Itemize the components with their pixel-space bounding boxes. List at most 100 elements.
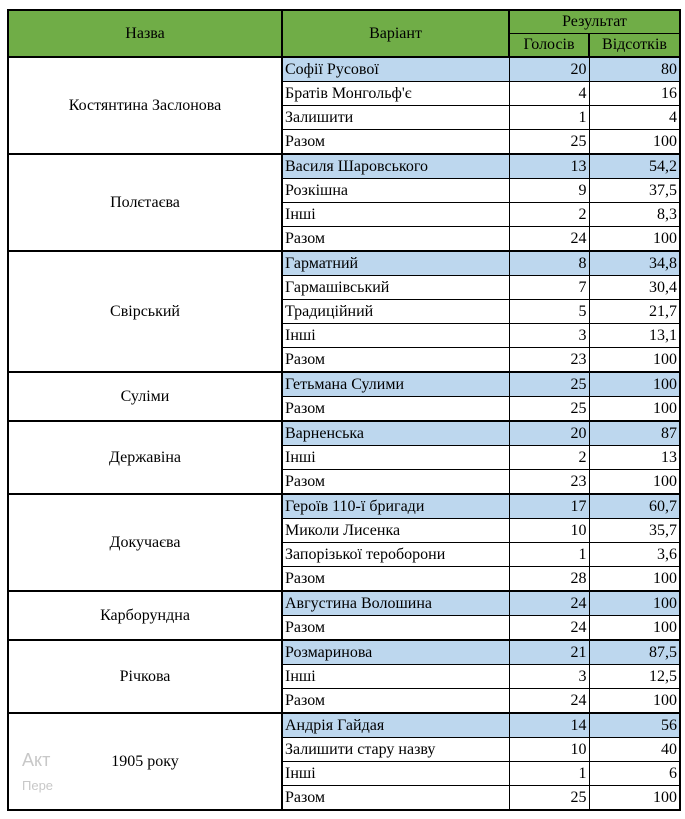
percent-cell: 100 bbox=[588, 688, 681, 714]
variant-cell: Інші bbox=[281, 445, 510, 470]
votes-cell: 28 bbox=[508, 566, 590, 592]
percent-cell: 56 bbox=[588, 712, 681, 738]
votes-cell: 2 bbox=[508, 445, 590, 470]
table-row: Разом 24 100 bbox=[8, 226, 681, 252]
variant-cell: Василя Шаровського bbox=[281, 153, 510, 179]
votes-cell: 1 bbox=[508, 105, 590, 130]
street-name: Карборундна bbox=[7, 590, 283, 641]
variant-cell: Разом bbox=[281, 129, 510, 155]
watermark-line1: Акт bbox=[22, 750, 51, 770]
votes-cell: 20 bbox=[508, 420, 590, 446]
votes-cell: 24 bbox=[508, 688, 590, 714]
table-row: Костянтина Заслонова Софії Русової 20 80 bbox=[7, 56, 681, 155]
variant-cell: Разом bbox=[281, 785, 510, 811]
street-name: Річкова bbox=[7, 639, 283, 714]
variant-cell: Розмаринова bbox=[281, 639, 510, 665]
table-row: Традиційний 5 21,7 bbox=[8, 299, 681, 324]
street-name: Костянтина Заслонова bbox=[7, 56, 283, 155]
percent-cell: 87,5 bbox=[588, 639, 681, 665]
votes-cell: 25 bbox=[508, 371, 590, 397]
variant-cell: Героїв 110-ї бригади bbox=[281, 493, 510, 519]
table-row: Свірський Гарматний 8 34,8 bbox=[7, 250, 681, 373]
votes-cell: 24 bbox=[508, 226, 590, 252]
percent-cell: 100 bbox=[588, 590, 681, 616]
percent-cell: 40 bbox=[588, 737, 681, 762]
variant-cell: Розкішна bbox=[281, 178, 510, 203]
street-name: 1905 року bbox=[7, 712, 283, 811]
variant-cell: Разом bbox=[281, 688, 510, 714]
results-table: Назва Варіант Результат Голосів Відсоткі… bbox=[7, 9, 681, 811]
votes-cell: 1 bbox=[508, 761, 590, 786]
votes-cell: 25 bbox=[508, 129, 590, 155]
variant-cell: Братів Монгольф'є bbox=[281, 81, 510, 106]
watermark-line2: Пере bbox=[22, 778, 54, 793]
header-variant: Варіант bbox=[281, 9, 510, 58]
variant-cell: Традиційний bbox=[281, 299, 510, 324]
votes-cell: 10 bbox=[508, 737, 590, 762]
percent-cell: 21,7 bbox=[588, 299, 681, 324]
votes-cell: 17 bbox=[508, 493, 590, 519]
header-votes: Голосів bbox=[508, 33, 590, 58]
variant-cell: Залишити стару назву bbox=[281, 737, 510, 762]
table-row: Суліми Гетьмана Сулими 25 100 bbox=[7, 371, 681, 422]
table-row: Братів Монгольф'є 4 16 bbox=[8, 81, 681, 106]
variant-cell: Варненська bbox=[281, 420, 510, 446]
votes-cell: 8 bbox=[508, 250, 590, 276]
street-name: Суліми bbox=[7, 371, 283, 422]
percent-cell: 100 bbox=[588, 785, 681, 811]
votes-cell: 20 bbox=[508, 56, 590, 82]
votes-cell: 4 bbox=[508, 81, 590, 106]
street-name: Полєтаєва bbox=[7, 153, 283, 252]
percent-cell: 60,7 bbox=[588, 493, 681, 519]
table-row: Докучаєва Героїв 110-ї бригади 17 60,7 bbox=[7, 493, 681, 592]
votes-cell: 1 bbox=[508, 542, 590, 567]
votes-cell: 3 bbox=[508, 664, 590, 689]
percent-cell: 30,4 bbox=[588, 275, 681, 300]
votes-cell: 14 bbox=[508, 712, 590, 738]
variant-cell: Разом bbox=[281, 566, 510, 592]
table-row: Інші 1 6 bbox=[8, 761, 681, 786]
table-row: Розкішна 9 37,5 bbox=[8, 178, 681, 203]
votes-cell: 5 bbox=[508, 299, 590, 324]
votes-cell: 10 bbox=[508, 518, 590, 543]
table-row: Миколи Лисенка 10 35,7 bbox=[8, 518, 681, 543]
table-row: Залишити 1 4 bbox=[8, 105, 681, 130]
percent-cell: 100 bbox=[588, 469, 681, 495]
percent-cell: 12,5 bbox=[588, 664, 681, 689]
variant-cell: Інші bbox=[281, 664, 510, 689]
table-row: Річкова Розмаринова 21 87,5 bbox=[7, 639, 681, 714]
variant-cell: Андрія Гайдая bbox=[281, 712, 510, 738]
percent-cell: 13 bbox=[588, 445, 681, 470]
votes-cell: 2 bbox=[508, 202, 590, 227]
table-row: Разом 25 100 bbox=[8, 785, 681, 811]
variant-cell: Запорізької тероборони bbox=[281, 542, 510, 567]
table-row: Інші 3 13,1 bbox=[8, 323, 681, 348]
street-name: Докучаєва bbox=[7, 493, 283, 592]
variant-cell: Гетьмана Сулими bbox=[281, 371, 510, 397]
percent-cell: 3,6 bbox=[588, 542, 681, 567]
table-row: Разом 28 100 bbox=[8, 566, 681, 592]
variant-cell: Миколи Лисенка bbox=[281, 518, 510, 543]
variant-cell: Гарматний bbox=[281, 250, 510, 276]
table-row: 1905 року Андрія Гайдая 14 56 bbox=[7, 712, 681, 811]
header-result: Результат bbox=[508, 9, 681, 34]
variant-cell: Августина Волошина bbox=[281, 590, 510, 616]
votes-cell: 23 bbox=[508, 469, 590, 495]
percent-cell: 100 bbox=[588, 566, 681, 592]
variant-cell: Разом bbox=[281, 396, 510, 422]
votes-cell: 21 bbox=[508, 639, 590, 665]
percent-cell: 80 bbox=[588, 56, 681, 82]
table-row: Разом 23 100 bbox=[8, 347, 681, 373]
table-row: Залишити стару назву 10 40 bbox=[8, 737, 681, 762]
percent-cell: 4 bbox=[588, 105, 681, 130]
percent-cell: 100 bbox=[588, 396, 681, 422]
table-row: Карборундна Августина Волошина 24 100 bbox=[7, 590, 681, 641]
variant-cell: Разом bbox=[281, 615, 510, 641]
percent-cell: 100 bbox=[588, 226, 681, 252]
header-name: Назва bbox=[7, 9, 283, 58]
percent-cell: 35,7 bbox=[588, 518, 681, 543]
percent-cell: 100 bbox=[588, 129, 681, 155]
votes-cell: 13 bbox=[508, 153, 590, 179]
percent-cell: 37,5 bbox=[588, 178, 681, 203]
table-row: Інші 3 12,5 bbox=[8, 664, 681, 689]
